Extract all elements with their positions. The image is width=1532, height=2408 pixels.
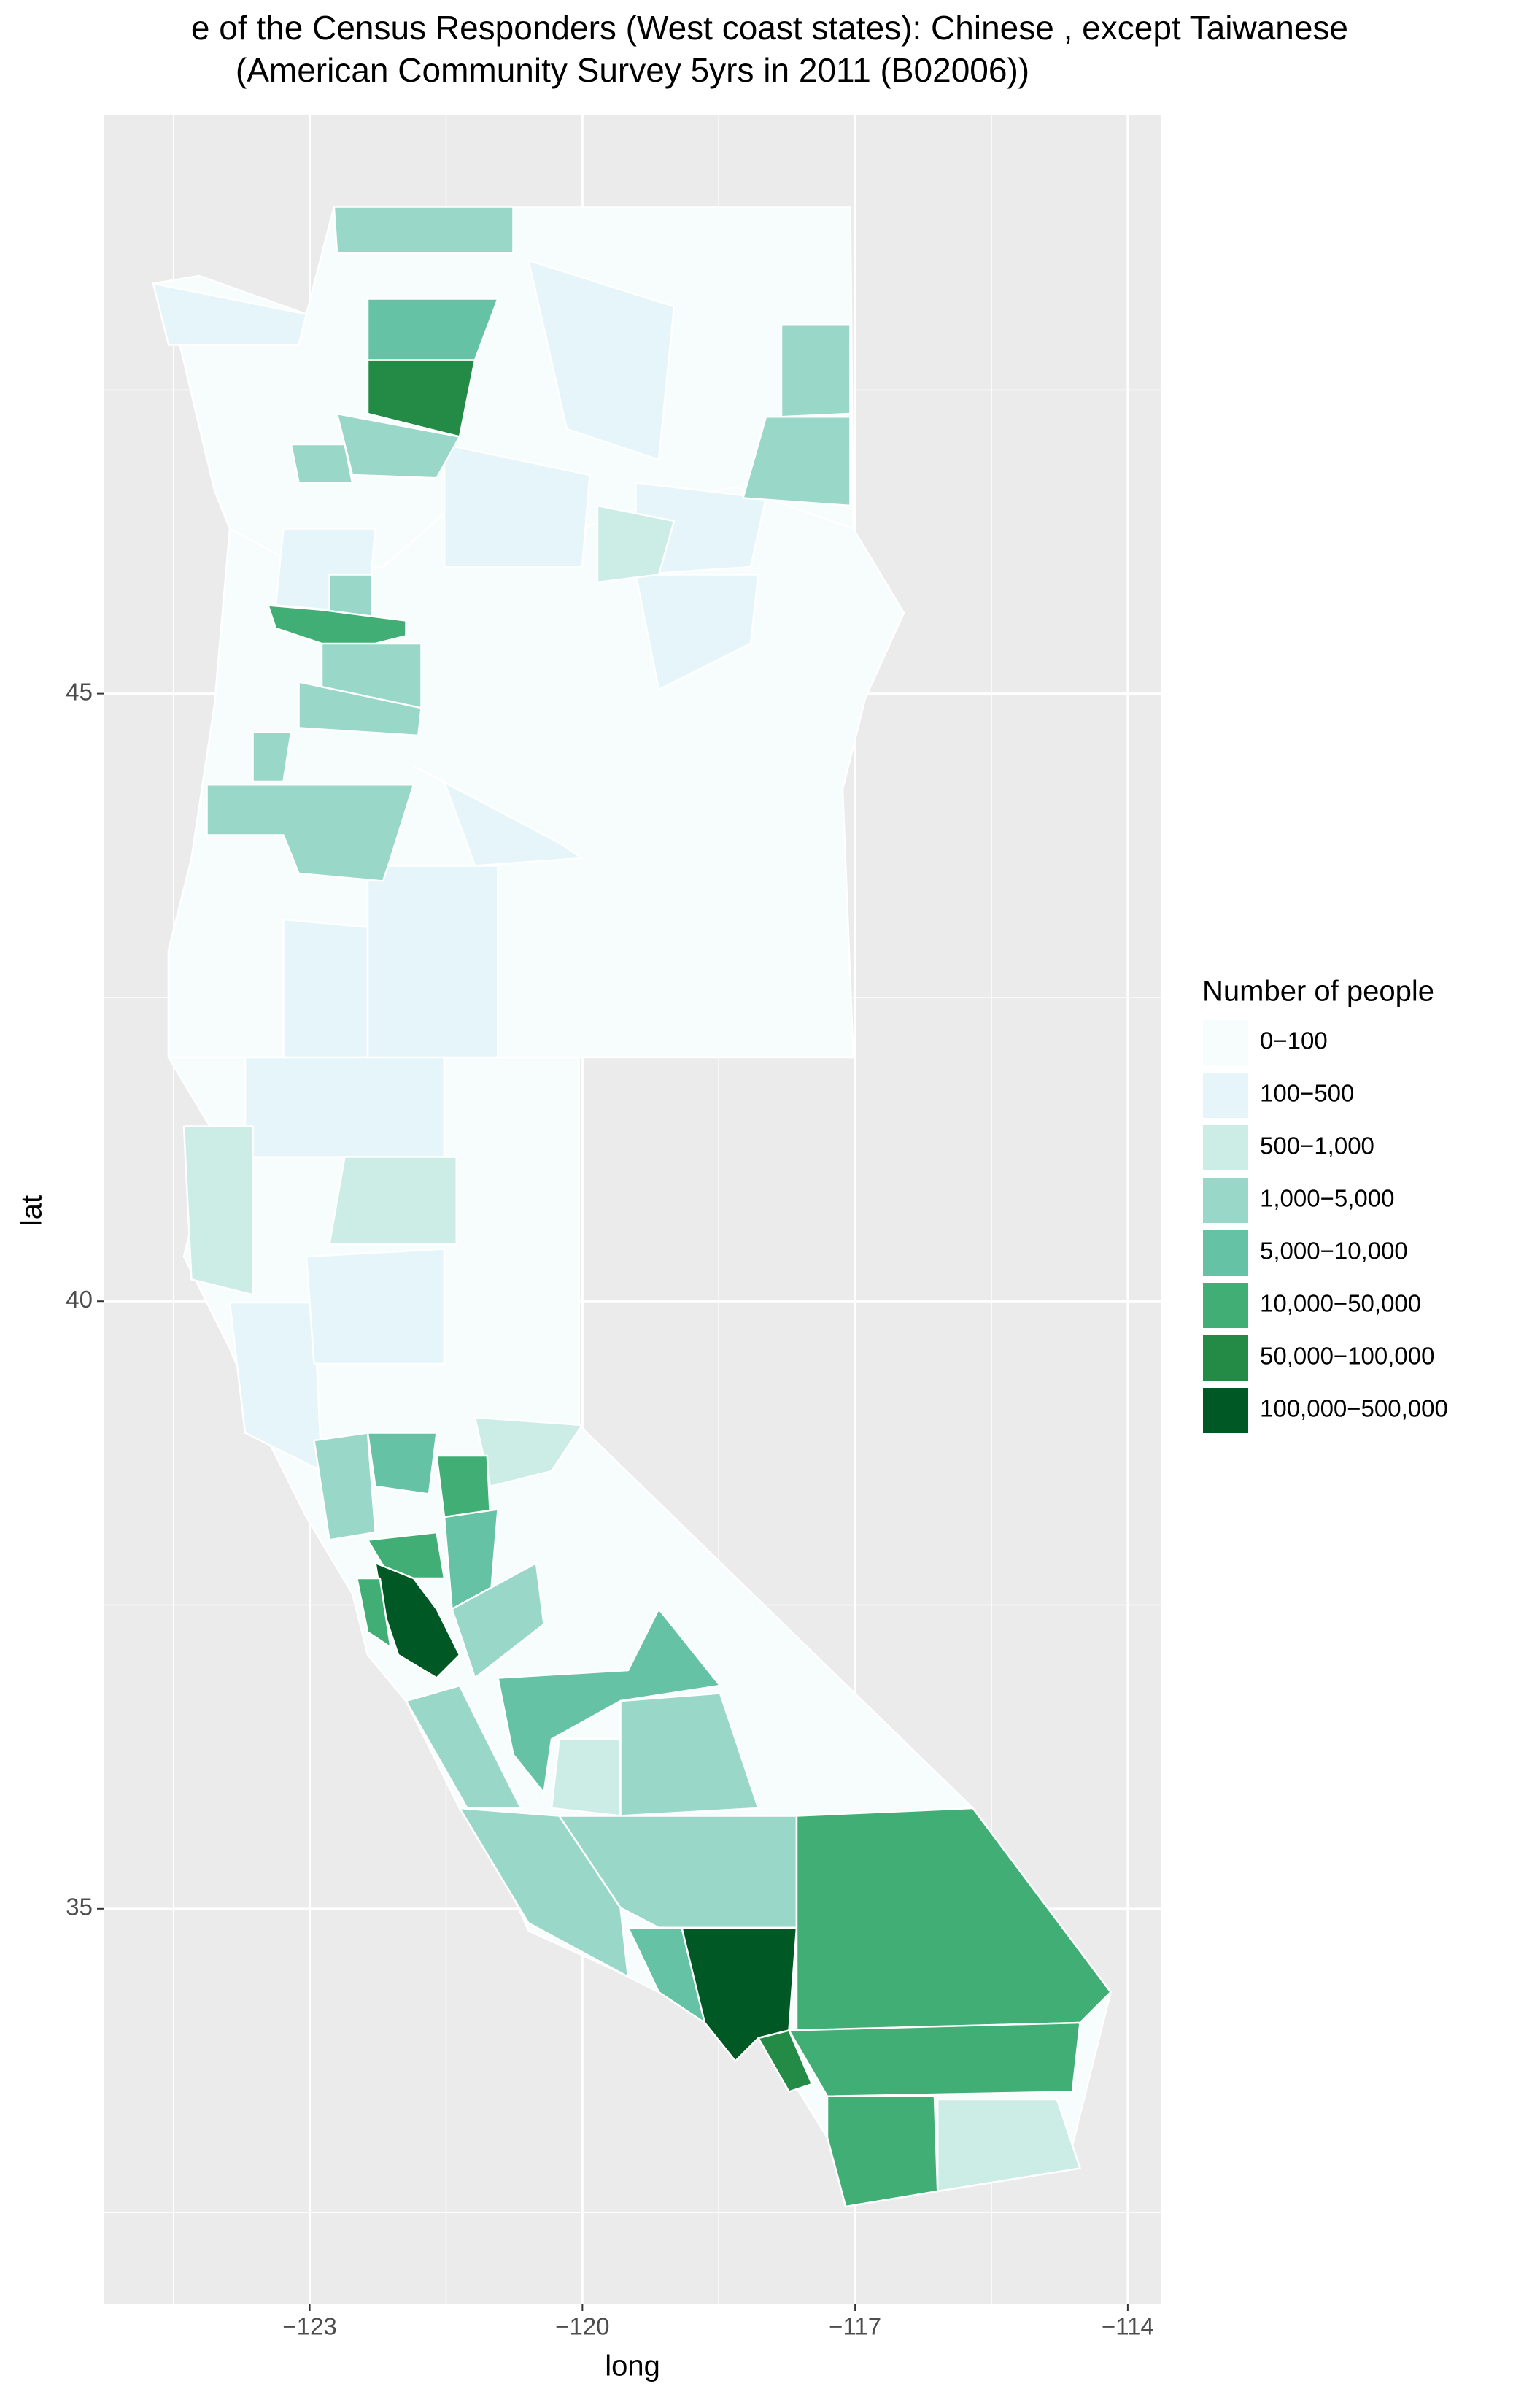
region xyxy=(550,1738,622,1817)
region xyxy=(619,1692,759,1817)
region xyxy=(366,865,499,1059)
legend-label: 10,000−50,000 xyxy=(1260,1290,1421,1317)
legend-key xyxy=(1202,1386,1250,1435)
x-tick-label: −114 xyxy=(1102,2313,1154,2340)
legend-label: 100−500 xyxy=(1260,1080,1354,1107)
legend-key xyxy=(1202,1281,1250,1330)
region xyxy=(436,1454,492,1518)
region xyxy=(458,1807,630,1978)
y-axis-label: lat xyxy=(16,1195,48,1226)
region xyxy=(405,1684,522,1810)
y-tick-label: 35 xyxy=(66,1894,93,1921)
region xyxy=(451,1562,545,1679)
region xyxy=(206,783,415,882)
chart-subtitle: (American Community Survey 5yrs in 2011 … xyxy=(236,51,1029,89)
legend-key xyxy=(1202,1071,1250,1119)
region xyxy=(788,2021,1081,2098)
region xyxy=(826,2095,939,2208)
x-tick-label: −120 xyxy=(555,2313,609,2340)
x-axis-label: long xyxy=(605,2350,660,2382)
region xyxy=(252,731,293,783)
legend-key xyxy=(1202,1124,1250,1172)
x-tick-label: −117 xyxy=(829,2313,881,2340)
region xyxy=(795,1807,1112,2031)
legend-label: 0−100 xyxy=(1260,1027,1328,1054)
region xyxy=(298,681,422,737)
map xyxy=(152,206,1112,2208)
legend-key xyxy=(1202,1019,1250,1067)
region xyxy=(313,1432,376,1541)
legend-label: 500−1,000 xyxy=(1260,1132,1374,1159)
region xyxy=(305,1248,446,1365)
region xyxy=(742,415,851,507)
legend-key xyxy=(1202,1176,1250,1224)
region xyxy=(152,282,308,346)
region xyxy=(443,443,591,568)
region xyxy=(267,604,407,652)
legend-label: 100,000−500,000 xyxy=(1260,1395,1448,1422)
region xyxy=(936,2098,1081,2193)
region xyxy=(780,323,851,418)
y-tick-label: 40 xyxy=(66,1286,93,1313)
legend-label: 50,000−100,000 xyxy=(1260,1343,1435,1370)
axes: −123 −120 −117 −114 35 40 45 xyxy=(66,678,1154,2339)
region xyxy=(333,206,514,254)
region xyxy=(527,259,676,461)
legend-title: Number of people xyxy=(1202,976,1434,1008)
region xyxy=(356,1577,392,1648)
legend-key xyxy=(1202,1229,1250,1277)
region xyxy=(366,1432,438,1495)
chart-title: e of the Census Responders (West coast s… xyxy=(191,9,1348,47)
region xyxy=(596,504,676,584)
region xyxy=(290,443,354,484)
legend: 0−100 100−500 500−1,000 1,000−5,000 5,000−10… xyxy=(1202,1019,1448,1435)
region xyxy=(244,1056,446,1158)
region xyxy=(635,574,759,691)
region xyxy=(412,765,584,867)
y-tick-label: 45 xyxy=(66,678,93,705)
legend-label: 5,000−10,000 xyxy=(1260,1238,1408,1265)
legend-key xyxy=(1202,1334,1250,1382)
region xyxy=(182,1125,254,1296)
region xyxy=(328,1156,458,1246)
region xyxy=(282,918,369,1059)
region xyxy=(757,2029,813,2093)
region xyxy=(366,298,499,361)
x-tick-label: −123 xyxy=(282,2313,336,2340)
legend-label: 1,000−5,000 xyxy=(1260,1185,1394,1212)
